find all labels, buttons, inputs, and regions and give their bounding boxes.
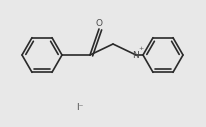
Text: I⁻: I⁻ bbox=[76, 102, 83, 112]
Text: O: O bbox=[95, 20, 102, 28]
Text: +: + bbox=[138, 46, 143, 52]
Text: N: N bbox=[132, 51, 139, 60]
